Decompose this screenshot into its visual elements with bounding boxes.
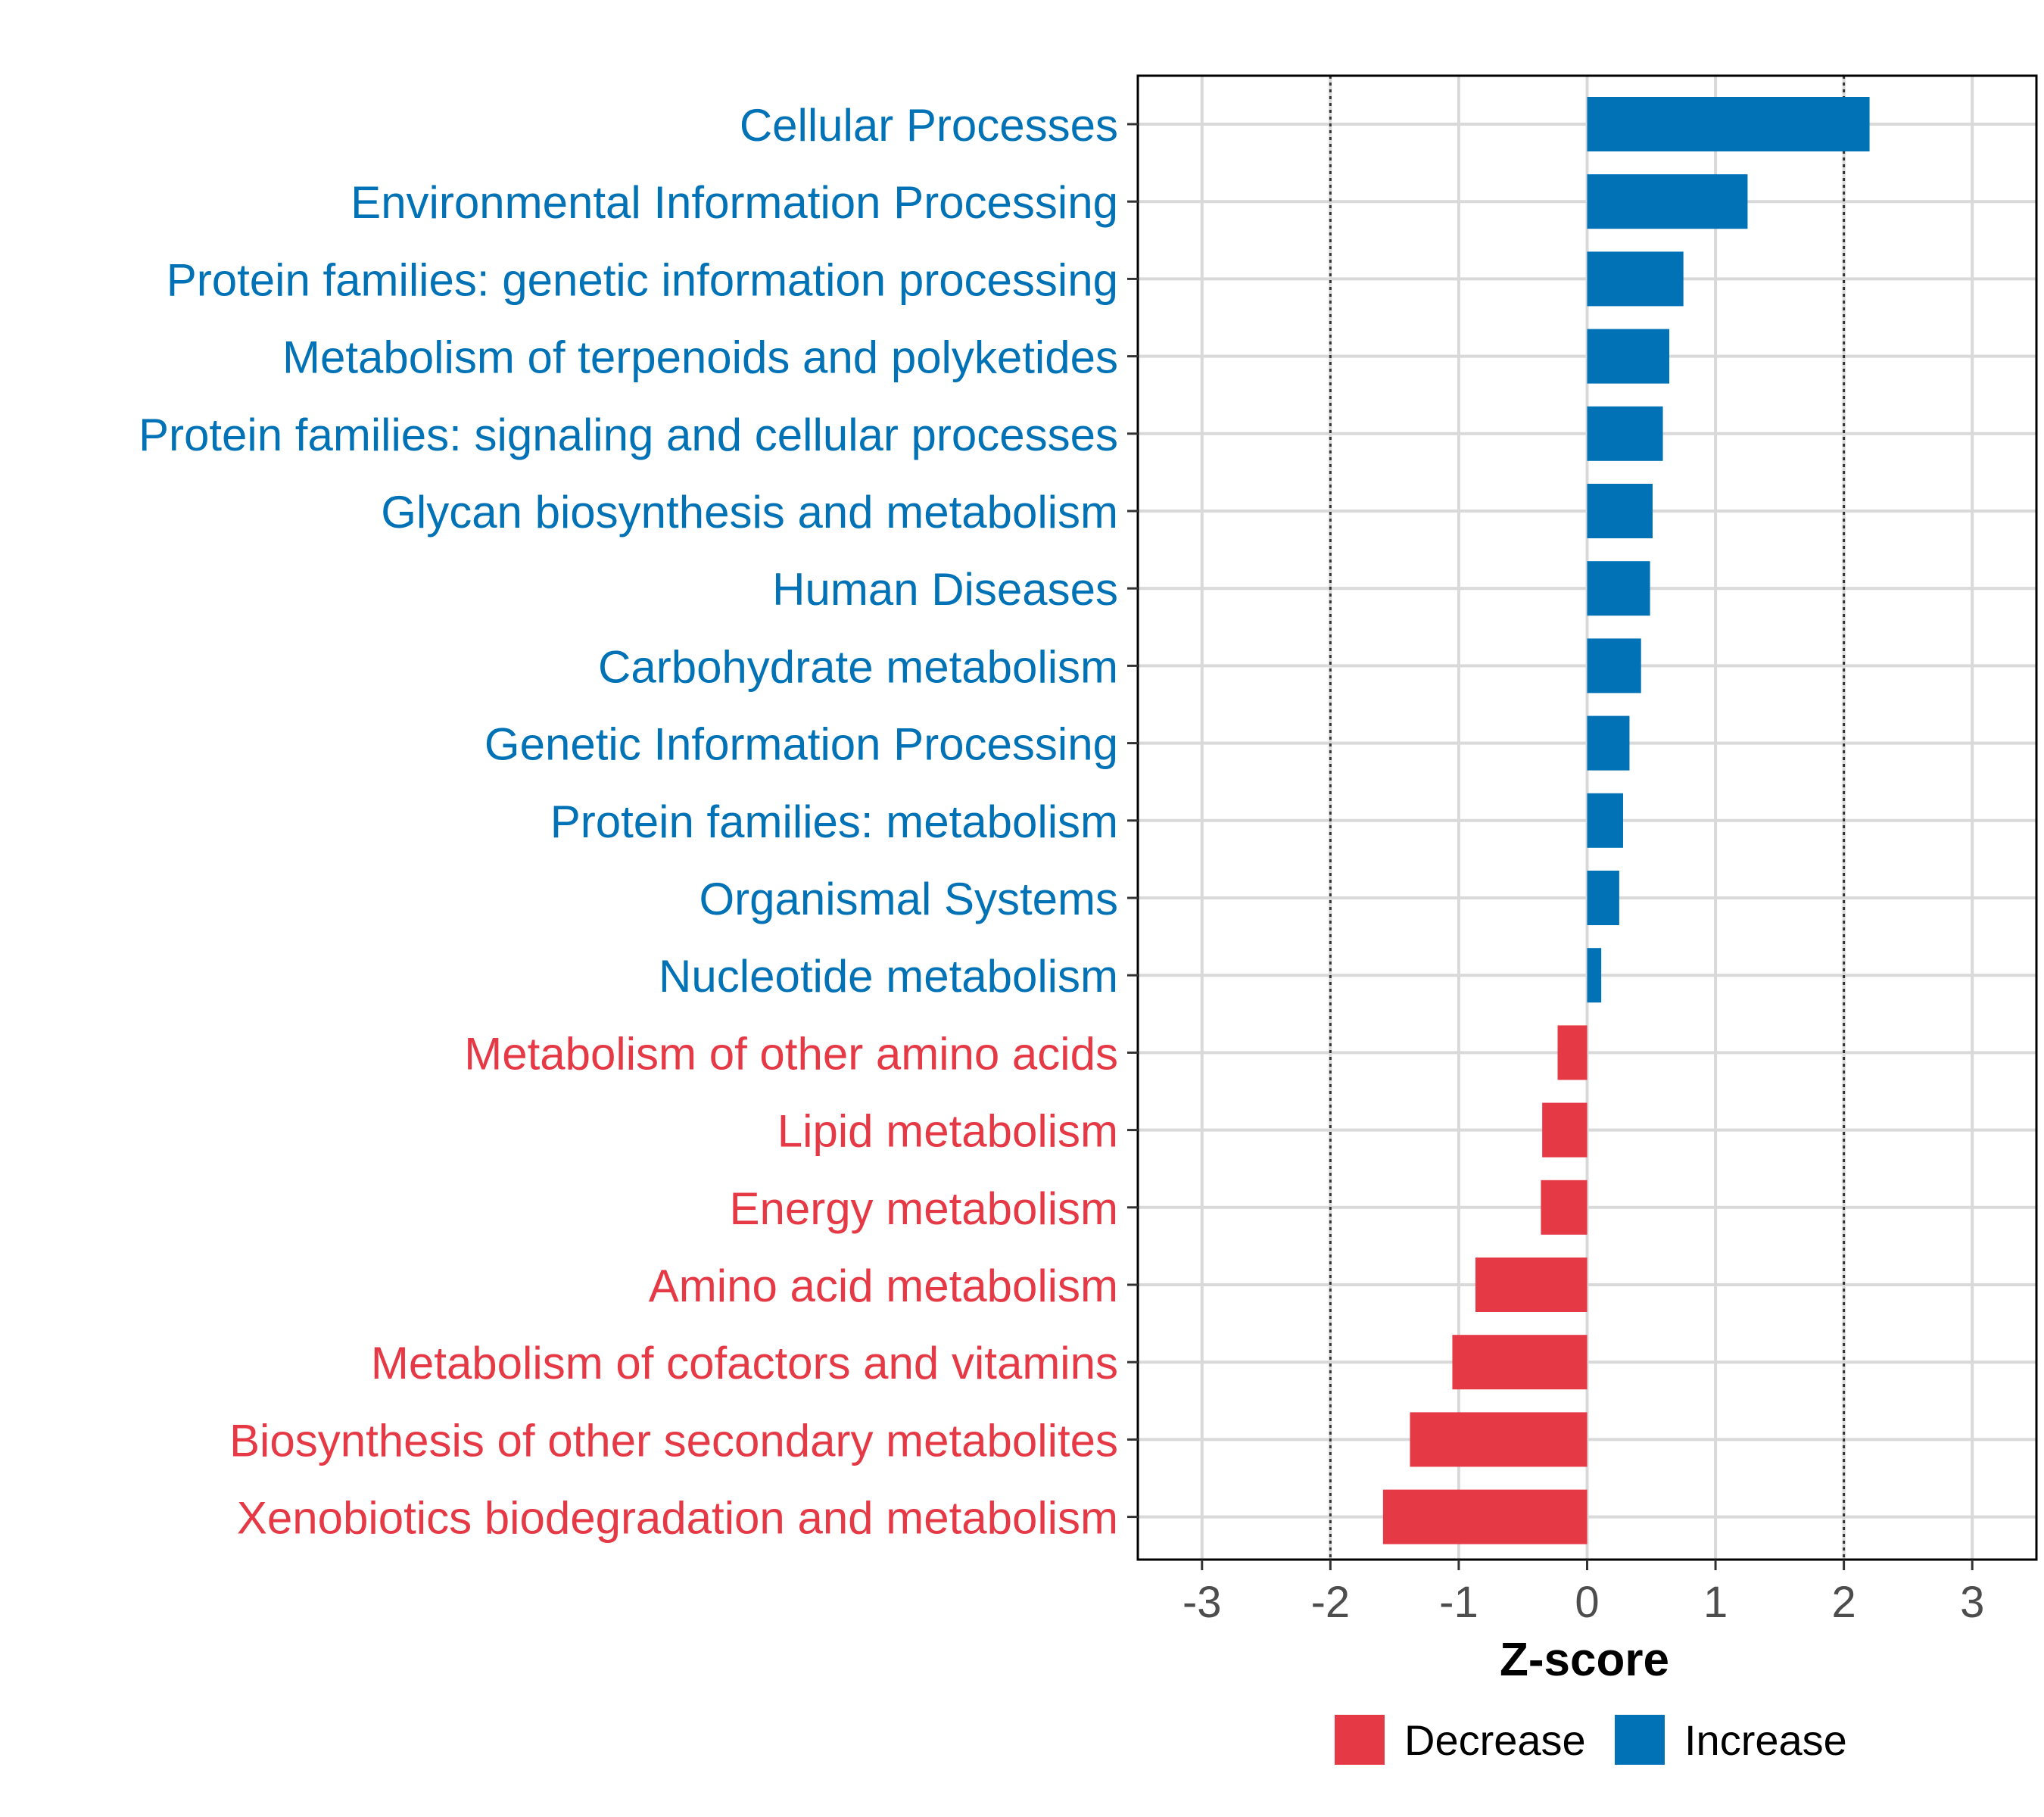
x-tick-label: -1	[1439, 1578, 1478, 1627]
bar-environmental-information-processing	[1587, 174, 1748, 229]
y-label-metabolism-of-cofactors-and-vitamins: Metabolism of cofactors and vitamins	[371, 1338, 1118, 1388]
reference-lines	[1329, 76, 1846, 1560]
y-label-protein-families-genetic-information-processing: Protein families: genetic information pr…	[167, 254, 1118, 305]
y-label-metabolism-of-other-amino-acids: Metabolism of other amino acids	[464, 1028, 1118, 1079]
bar-cellular-processes	[1587, 97, 1870, 151]
x-tick-label: 3	[1960, 1578, 1984, 1627]
y-label-environmental-information-processing: Environmental Information Processing	[351, 177, 1118, 228]
y-label-biosynthesis-of-other-secondary-metabolites: Biosynthesis of other secondary metaboli…	[229, 1415, 1118, 1466]
bar-xenobiotics-biodegradation-and-metabolism	[1382, 1489, 1588, 1544]
x-axis-title: Z-score	[1500, 1634, 1669, 1686]
y-label-amino-acid-metabolism: Amino acid metabolism	[649, 1261, 1118, 1311]
bar-nucleotide-metabolism	[1587, 948, 1602, 1003]
y-label-nucleotide-metabolism: Nucleotide metabolism	[659, 951, 1118, 1002]
bar-lipid-metabolism	[1542, 1102, 1588, 1158]
legend: Decrease Increase	[1335, 1715, 1847, 1765]
bar-biosynthesis-of-other-secondary-metabolites	[1410, 1412, 1588, 1467]
y-label-metabolism-of-terpenoids-and-polyketides: Metabolism of terpenoids and polyketides	[282, 332, 1118, 383]
bar-amino-acid-metabolism	[1475, 1258, 1588, 1312]
y-label-genetic-information-processing: Genetic Information Processing	[485, 719, 1118, 770]
bar-carbohydrate-metabolism	[1587, 638, 1641, 693]
bar-metabolism-of-terpenoids-and-polyketides	[1587, 329, 1670, 384]
y-axis-ticks	[1127, 123, 1138, 1519]
y-label-xenobiotics-biodegradation-and-metabolism: Xenobiotics biodegradation and metabolis…	[237, 1493, 1118, 1544]
y-label-glycan-biosynthesis-and-metabolism: Glycan biosynthesis and metabolism	[381, 487, 1118, 538]
bars	[1382, 97, 1870, 1544]
bar-protein-families-signaling-and-cellular-processes	[1587, 406, 1663, 461]
bar-metabolism-of-other-amino-acids	[1557, 1025, 1588, 1080]
y-label-carbohydrate-metabolism: Carbohydrate metabolism	[598, 641, 1118, 692]
bar-metabolism-of-cofactors-and-vitamins	[1452, 1335, 1588, 1390]
bar-organismal-systems	[1587, 871, 1619, 925]
y-label-organismal-systems: Organismal Systems	[700, 874, 1118, 924]
y-label-protein-families-metabolism: Protein families: metabolism	[550, 796, 1118, 847]
legend-label-decrease: Decrease	[1404, 1716, 1586, 1764]
x-tick-label: -2	[1311, 1578, 1351, 1627]
legend-key-increase	[1615, 1715, 1665, 1765]
y-label-energy-metabolism: Energy metabolism	[729, 1183, 1118, 1234]
y-label-cellular-processes: Cellular Processes	[740, 100, 1118, 151]
y-label-human-diseases: Human Diseases	[772, 564, 1118, 615]
bar-glycan-biosynthesis-and-metabolism	[1587, 484, 1653, 538]
y-label-lipid-metabolism: Lipid metabolism	[777, 1106, 1118, 1157]
bar-protein-families-metabolism	[1587, 793, 1623, 848]
x-tick-label: 2	[1832, 1578, 1856, 1627]
legend-label-increase: Increase	[1684, 1716, 1847, 1764]
bar-human-diseases	[1587, 561, 1650, 616]
x-tick-label: 0	[1575, 1578, 1599, 1627]
x-tick-label: -3	[1182, 1578, 1222, 1627]
x-tick-label: 1	[1703, 1578, 1728, 1627]
bar-genetic-information-processing	[1587, 715, 1630, 771]
legend-key-decrease	[1335, 1715, 1385, 1765]
y-axis-category-labels: Cellular Processes Environmental Informat…	[139, 100, 1118, 1544]
bar-protein-families-genetic-information-processing	[1587, 251, 1684, 307]
bar-energy-metabolism	[1541, 1180, 1588, 1235]
y-label-protein-families-signaling-and-cellular-processes: Protein families: signaling and cellular…	[139, 410, 1118, 460]
x-axis-ticks: -3 -2 -1 0 1 2 3	[1182, 1560, 1984, 1627]
